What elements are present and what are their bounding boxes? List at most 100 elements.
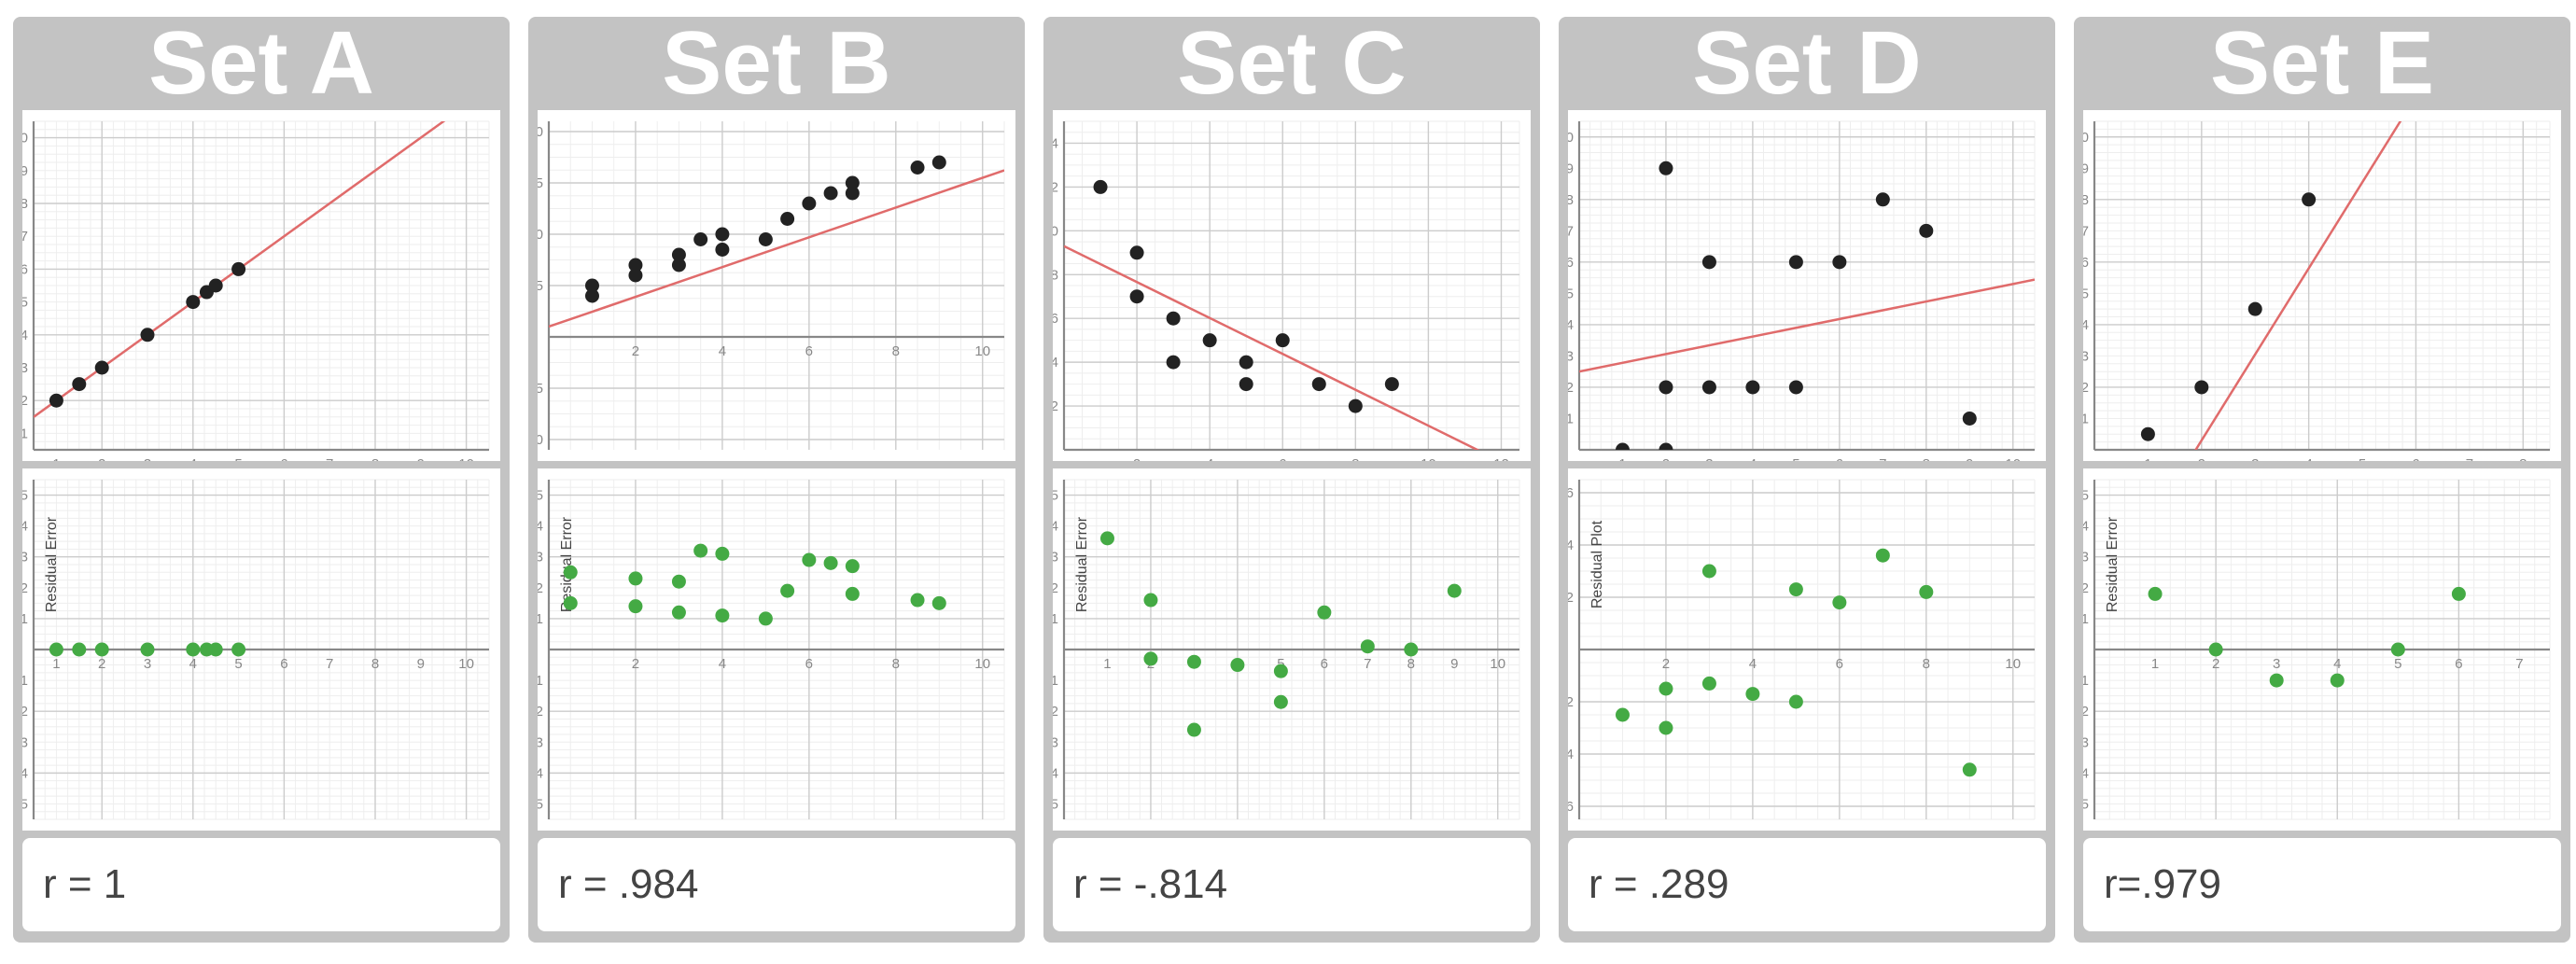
regression-line: [1579, 278, 2035, 373]
x-tick-label: 2: [2212, 656, 2219, 672]
y-tick-label: 12: [1053, 179, 1058, 195]
y-tick-label: 3: [1053, 550, 1058, 566]
x-tick-label: 1: [1618, 456, 1626, 461]
y-tick-label: -4: [1053, 765, 1058, 781]
data-point: [49, 393, 63, 408]
y-tick-label: -6: [1568, 799, 1574, 815]
data-point: [1129, 289, 1144, 304]
residual-point: [94, 642, 109, 657]
residual-points: [1615, 548, 1977, 777]
y-tick-label: -1: [22, 673, 28, 689]
y-tick-label: 2: [1568, 590, 1574, 606]
scatter-plot: 2 4 6 8 10 12 2 4 6 8 10 12 14: [1053, 110, 1531, 461]
x-tick-label: 8: [1923, 456, 1930, 461]
y-tick-label: 6: [1053, 311, 1058, 327]
y-tick-label: 1: [1568, 411, 1574, 426]
data-point: [1239, 355, 1253, 370]
regression-line: [549, 169, 1004, 328]
y-tick-label: 5: [538, 278, 543, 294]
data-point: [1093, 179, 1108, 194]
x-tick-label: 12: [1493, 456, 1509, 461]
residual-plot: 1 2 3 4 5 6 7 -5 -4 -3 -2 -1 1 2 3 4 5 Residual Error: [2083, 468, 2561, 831]
correlation-value: r = .984: [538, 838, 1015, 931]
x-tick-label: 2: [632, 343, 639, 359]
residual-point: [1360, 639, 1375, 654]
scatter-svg: 2 4 6 8 10 12 2 4 6 8 10 12 14: [1053, 120, 1520, 461]
y-tick-label: 8: [1568, 192, 1574, 208]
y-tick-label: 10: [1568, 130, 1574, 146]
x-tick-label: 10: [974, 656, 990, 672]
residual-point: [1788, 582, 1803, 597]
residual-point: [1745, 687, 1760, 702]
y-tick-label: 2: [22, 580, 28, 596]
data-point: [1311, 377, 1326, 392]
y-tick-label: 3: [538, 550, 543, 566]
data-point: [1875, 192, 1890, 207]
residual-axes: 2 4 6 8 10 -5 -4 -3 -2 -1 1 2 3 4 5: [538, 480, 1004, 819]
x-tick-label: 4: [189, 456, 197, 461]
x-tick-label: 6: [1279, 456, 1286, 461]
residual-point: [563, 595, 578, 610]
scatter-axes: 2 4 6 8 10 -10 -5 5 10 15 20: [538, 121, 1004, 450]
scatter-plot: 1 2 3 4 5 6 7 8 9 10 1 2 3 4 5 6 7 8 9 10: [22, 110, 500, 461]
residual-points: [2148, 586, 2466, 688]
x-tick-label: 6: [1836, 456, 1843, 461]
x-tick-label: 8: [892, 343, 900, 359]
x-tick-label: 4: [1749, 656, 1757, 672]
set-card: Set B246810-10-55101520246810-5-4-3-2-11…: [528, 13, 1025, 943]
y-tick-label: 4: [2083, 317, 2089, 333]
residual-point: [1099, 531, 1114, 546]
data-points: [2140, 192, 2317, 441]
x-tick-label: 2: [1133, 456, 1141, 461]
y-tick-label: 5: [22, 295, 28, 311]
residual-point: [1186, 654, 1201, 669]
x-tick-label: 9: [417, 456, 425, 461]
correlation-value: r=.979: [2083, 838, 2561, 931]
residual-point: [628, 599, 643, 614]
data-point: [1166, 355, 1181, 370]
x-tick-label: 10: [974, 343, 990, 359]
residual-point: [1701, 564, 1716, 579]
data-point: [758, 232, 773, 246]
data-point: [584, 278, 599, 293]
y-tick-label: 4: [22, 519, 28, 535]
residual-point: [1186, 722, 1201, 737]
residual-point: [2148, 586, 2163, 601]
residual-point: [931, 595, 946, 610]
residual-points: [49, 642, 246, 657]
residual-svg: 1 2 3 4 5 6 7 -5 -4 -3 -2 -1 1 2 3 4 5 Residual Error: [2083, 479, 2551, 820]
y-tick-label: -3: [538, 734, 543, 750]
data-point: [823, 186, 838, 201]
data-point: [1659, 161, 1673, 175]
residual-point: [845, 559, 860, 574]
data-point: [231, 261, 246, 276]
correlation-value: r = .289: [1568, 838, 2046, 931]
residual-point: [845, 586, 860, 601]
set-card: Set E 1 2 3 4 5 6 7 8 1 2 3 4 5 6 7 8 9 10 1 2 3 4 5 6 7 -5 -4 -3 -2 -…: [2074, 13, 2570, 943]
residual-y-label: Residual Plot: [1589, 520, 1605, 608]
y-tick-label: 10: [2083, 130, 2089, 146]
data-point: [1129, 245, 1144, 260]
grid: [1578, 120, 2036, 451]
set-title: Set C: [1177, 13, 1407, 113]
data-point: [802, 196, 817, 211]
y-tick-label: 8: [1053, 267, 1058, 283]
data-point: [2194, 380, 2209, 395]
regression-line: [2194, 121, 2402, 450]
y-tick-label: -2: [1053, 704, 1058, 720]
y-tick-label: -10: [538, 432, 543, 448]
y-tick-label: 7: [1568, 223, 1574, 239]
x-tick-label: 1: [2151, 656, 2159, 672]
y-tick-label: 6: [1568, 255, 1574, 271]
residual-point: [823, 555, 838, 570]
y-tick-label: 4: [1568, 317, 1574, 333]
x-tick-label: 6: [805, 656, 813, 672]
data-point: [1348, 398, 1363, 413]
y-tick-label: 2: [2083, 380, 2089, 396]
y-tick-label: -4: [1568, 747, 1574, 762]
y-tick-label: 5: [1053, 488, 1058, 504]
x-tick-label: 7: [326, 656, 333, 672]
x-tick-label: 3: [144, 656, 151, 672]
